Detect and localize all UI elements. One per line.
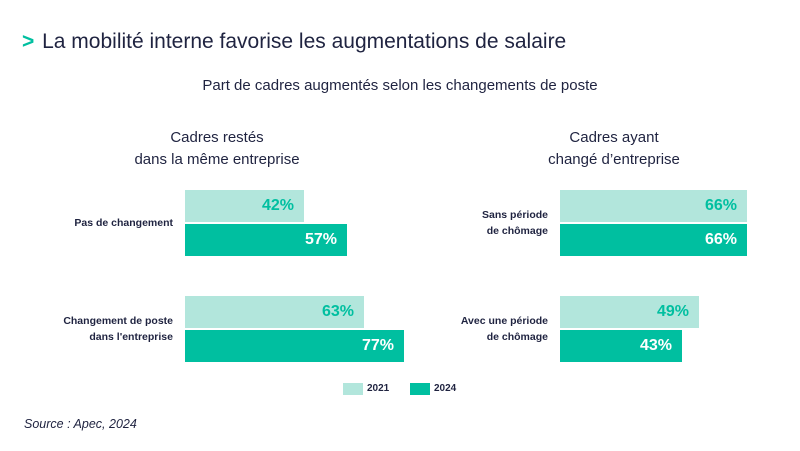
data-label: 49% (656, 303, 689, 320)
data-label: 42% (261, 197, 294, 214)
panel-title-line: dans la même entreprise (134, 151, 300, 168)
category-label: Pas de changement (3, 215, 173, 231)
panel-title-line: Cadres ayant (569, 129, 659, 146)
bar-2024: 66% (560, 224, 747, 256)
panel-title-line: Cadres restés (170, 129, 264, 146)
bar-2024: 57% (185, 224, 347, 256)
category-label: Changement de poste dans l'entreprise (3, 313, 173, 345)
panel-title-line: changé d’entreprise (548, 151, 680, 168)
category-label-line: de chômage (486, 225, 548, 237)
category-label-line: Avec une période (460, 315, 548, 327)
title-text: La mobilité interne favorise les augment… (42, 30, 567, 53)
bar-2021: 66% (560, 190, 747, 222)
legend-swatch-2021 (343, 383, 363, 395)
category-label-line: Pas de changement (74, 217, 173, 229)
bar-2024: 43% (560, 330, 682, 362)
source-note: Source : Apec, 2024 (24, 417, 137, 431)
data-label: 43% (639, 337, 672, 354)
page-title: > La mobilité interne favorise les augme… (22, 30, 566, 54)
category-label-line: dans l'entreprise (89, 331, 173, 343)
chevron-icon: > (22, 30, 35, 53)
data-label: 57% (304, 231, 337, 248)
chart-subtitle: Part de cadres augmentés selon les chang… (202, 77, 598, 94)
data-label: 66% (704, 231, 737, 248)
category-label-line: Sans période (482, 209, 548, 221)
legend-label-2024: 2024 (434, 383, 457, 394)
bar-2024: 77% (185, 330, 404, 362)
data-label: 77% (361, 337, 394, 354)
legend-swatch-2024 (410, 383, 430, 395)
category-label-line: Changement de poste (63, 315, 173, 327)
data-label: 63% (321, 303, 354, 320)
panel-title: Cadres ayant changé d’entreprise (484, 127, 744, 171)
bar-2021: 42% (185, 190, 304, 222)
category-label: Sans période de chômage (378, 207, 548, 239)
panel-title: Cadres restés dans la même entreprise (87, 127, 347, 171)
legend-label-2021: 2021 (367, 383, 390, 394)
data-label: 66% (704, 197, 737, 214)
bar-2021: 49% (560, 296, 699, 328)
category-label: Avec une période de chômage (378, 313, 548, 345)
bar-2021: 63% (185, 296, 364, 328)
category-label-line: de chômage (486, 331, 548, 343)
